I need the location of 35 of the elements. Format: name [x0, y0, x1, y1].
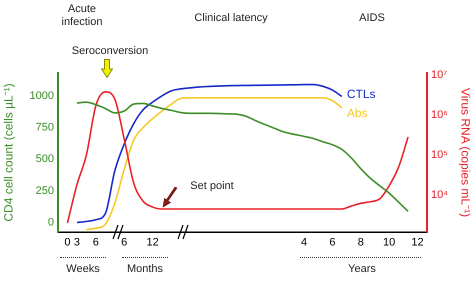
x-tick-label: 0 [64, 236, 71, 249]
y-tick-label: 250 [36, 184, 54, 197]
text: Clinical latency [193, 12, 269, 25]
y-tick-label: 1000 [30, 90, 54, 102]
series-label: CTLs [346, 86, 376, 101]
text: Weeks [65, 263, 101, 276]
y-axis-title: CD4 cell count (cells µL⁻¹) [2, 83, 16, 222]
y-tick-label: 0 [48, 216, 54, 229]
x-tick-label: 12 [411, 236, 424, 249]
x-tick-label: 10 [383, 236, 396, 249]
text: Months [126, 263, 164, 276]
text: Years [347, 263, 377, 276]
line-series [86, 97, 343, 231]
x-tick-label: 6 [121, 236, 128, 249]
y-tick-label: 500 [36, 153, 54, 166]
y2-axis-title: Virus RNA (copies mL⁻¹) [458, 88, 472, 218]
y2-tick-label: 10⁵ [431, 149, 448, 162]
x-tick-label: 6 [329, 236, 336, 249]
annotation: Set point [189, 180, 235, 193]
y2-tick-label: 10⁷ [431, 69, 448, 82]
text: Acute infection [60, 3, 104, 29]
x-tick-label: 12 [146, 236, 159, 249]
text: Seroconversion [70, 45, 150, 58]
text: AIDS [358, 12, 386, 25]
x-tick-label: 3 [74, 236, 80, 249]
x-tick-label: 4 [300, 236, 308, 249]
series-label: Abs [346, 106, 368, 120]
y-tick-label: 750 [36, 122, 54, 134]
line-series [76, 84, 343, 224]
line-series [66, 91, 409, 224]
y2-tick-label: 10⁴ [431, 189, 448, 202]
y2-tick-label: 10⁶ [431, 109, 448, 122]
x-tick-label: 6 [92, 236, 99, 249]
x-tick-label: 8 [358, 236, 364, 249]
line-series [76, 101, 409, 212]
